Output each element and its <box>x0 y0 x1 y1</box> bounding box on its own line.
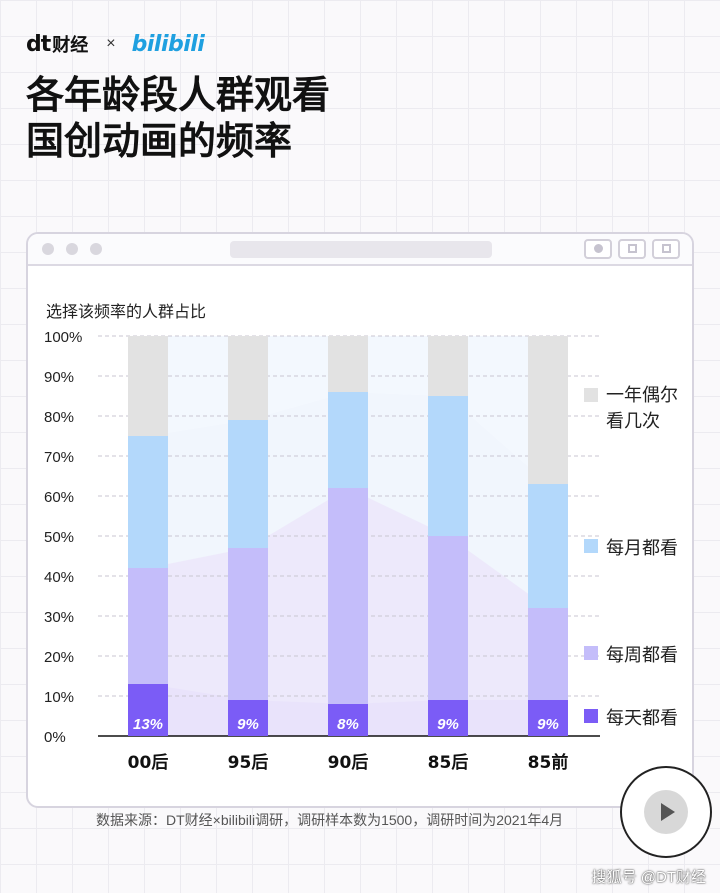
data-label: 9% <box>537 716 559 733</box>
x-tick-label: 85前 <box>528 752 569 773</box>
bar-segment <box>428 396 468 536</box>
bar-segment <box>528 484 568 608</box>
legend-swatch <box>584 539 598 553</box>
play-button[interactable] <box>620 766 712 858</box>
legend-label: 看几次 <box>606 411 660 432</box>
bilibili-logo: bilibili <box>131 31 205 57</box>
window-dot-icon <box>42 243 54 255</box>
bar-segment <box>528 608 568 700</box>
bar-segment <box>428 336 468 396</box>
record-icon[interactable] <box>584 239 612 259</box>
data-label: 9% <box>237 716 259 733</box>
data-label: 8% <box>337 716 359 733</box>
data-label: 9% <box>437 716 459 733</box>
address-bar[interactable] <box>230 241 492 258</box>
legend-swatch <box>584 646 598 660</box>
bar-segment <box>128 436 168 568</box>
y-tick-label: 70% <box>44 449 74 466</box>
bar-segment <box>328 704 368 736</box>
x-tick-label: 85后 <box>428 753 469 773</box>
bar-segment <box>428 700 468 736</box>
data-label: 13% <box>133 716 163 733</box>
y-tick-label: 100% <box>44 329 82 346</box>
y-tick-label: 20% <box>44 649 74 666</box>
bar-segment <box>128 336 168 436</box>
bar-segment <box>328 336 368 392</box>
legend-label: 每天都看 <box>606 708 678 729</box>
share-icon[interactable] <box>618 239 646 259</box>
window-dot-icon <box>66 243 78 255</box>
bar-segment <box>528 700 568 736</box>
y-tick-label: 40% <box>44 569 74 586</box>
bar-segment <box>228 336 268 420</box>
legend-swatch <box>584 388 598 402</box>
x-tick-label: 90后 <box>328 753 369 773</box>
title-line-2: 国创动画的频率 <box>26 119 293 163</box>
x-tick-label: 00后 <box>128 753 169 773</box>
legend-swatch <box>584 709 598 723</box>
bar-segment <box>228 548 268 700</box>
window-titlebar <box>28 234 692 266</box>
title-line-1: 各年龄段人群观看 <box>26 73 331 117</box>
y-tick-label: 90% <box>44 369 74 386</box>
header-logos: dt 财经 × bilibili <box>26 30 205 58</box>
dt-logo-text: 财经 <box>52 35 89 56</box>
y-tick-label: 60% <box>44 489 74 506</box>
bar-segment <box>228 700 268 736</box>
bar-segment <box>428 536 468 700</box>
legend-label: 一年偶尔 <box>606 385 678 406</box>
bar-segment <box>528 336 568 484</box>
bar-segment <box>328 392 368 488</box>
y-tick-label: 0% <box>44 729 66 746</box>
legend-label: 每月都看 <box>606 538 678 559</box>
play-icon <box>644 790 688 834</box>
y-tick-label: 80% <box>44 409 74 426</box>
window-dot-icon <box>90 243 102 255</box>
y-axis-label: 选择该频率的人群占比 <box>46 302 206 321</box>
y-tick-label: 50% <box>44 529 74 546</box>
logo-separator: × <box>106 35 116 52</box>
bar-segment <box>328 488 368 704</box>
x-tick-label: 95后 <box>228 753 269 773</box>
dt-logo: dt <box>26 31 51 57</box>
data-source-note: 数据来源：DT财经×bilibili调研，调研样本数为1500，调研时间为202… <box>96 812 564 828</box>
legend-label: 每周都看 <box>606 645 678 666</box>
bar-segment <box>128 684 168 736</box>
copy-icon[interactable] <box>652 239 680 259</box>
page-title: 各年龄段人群观看 国创动画的频率 <box>26 72 526 164</box>
y-tick-label: 10% <box>44 689 74 706</box>
watermark-credit: 搜狐号 @DT财经 <box>591 869 706 886</box>
bar-segment <box>228 420 268 548</box>
bar-segment <box>128 568 168 684</box>
y-tick-label: 30% <box>44 609 74 626</box>
